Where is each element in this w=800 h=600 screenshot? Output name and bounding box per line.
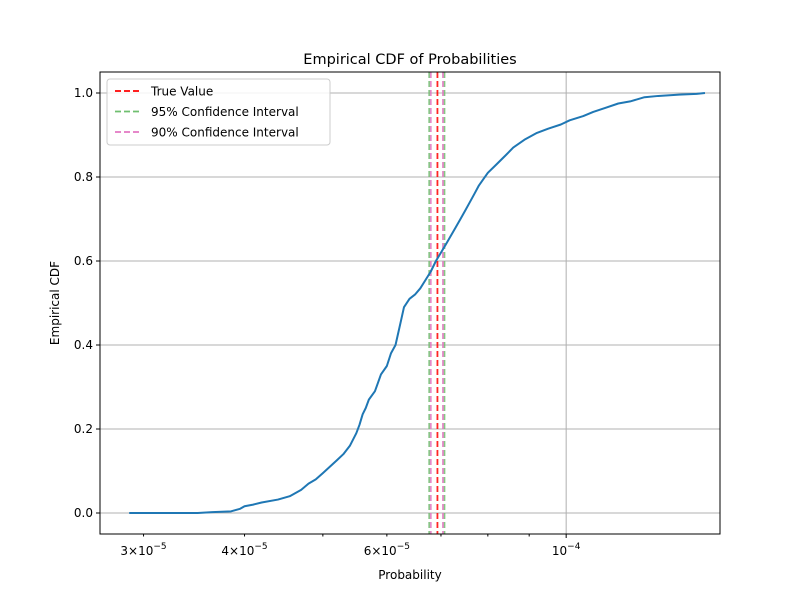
y-tick-label: 0.0 (74, 506, 93, 520)
chart-title: Empirical CDF of Probabilities (303, 52, 516, 68)
y-tick-label: 0.4 (74, 338, 93, 352)
y-axis-label: Empirical CDF (48, 261, 62, 345)
x-minor-tick-label: 4×10−5 (221, 542, 267, 558)
legend-label: 95% Confidence Interval (151, 105, 299, 119)
x-tick-coefficient: 6 (364, 544, 372, 558)
x-tick-base: 10 (552, 544, 567, 558)
x-minor-tick-label: 6×10−5 (364, 542, 410, 558)
reference-lines (428, 72, 446, 534)
series-layer (129, 92, 706, 514)
legend-label: 90% Confidence Interval (151, 126, 299, 140)
x-tick-coefficient: 4 (221, 544, 229, 558)
y-tick-label: 0.6 (74, 254, 93, 268)
legend-entries: True Value 95% Confidence Interval 90% Con… (115, 85, 299, 140)
legend-label: True Value (150, 85, 213, 99)
tick-layer: 0.00.20.40.60.81.010−43×10−5 4×10−5 6×10−5 (74, 86, 581, 558)
x-tick-exponent: −5 (254, 542, 267, 552)
y-tick-label: 0.8 (74, 170, 93, 184)
legend-box (106, 78, 331, 146)
y-tick-label: 0.2 (74, 422, 93, 436)
x-axis-label: Probability (378, 568, 441, 582)
x-tick-times-ten: ×10 (371, 544, 396, 558)
legend: True Value 95% Confidence Interval 90% Con… (106, 78, 331, 146)
x-tick-exponent: −5 (153, 542, 166, 552)
x-tick-times-ten: ×10 (229, 544, 254, 558)
x-tick-times-ten: ×10 (128, 544, 153, 558)
ecdf-line (129, 92, 706, 514)
x-minor-tick-label: 3×10−5 (120, 542, 166, 558)
x-tick-exponent: −5 (397, 542, 410, 552)
x-tick-coefficient: 3 (120, 544, 128, 558)
axes-frame (99, 71, 721, 535)
y-tick-label: 1.0 (74, 86, 93, 100)
x-tick-exponent: −4 (567, 542, 581, 552)
x-tick-label: 10−4 (552, 542, 581, 558)
